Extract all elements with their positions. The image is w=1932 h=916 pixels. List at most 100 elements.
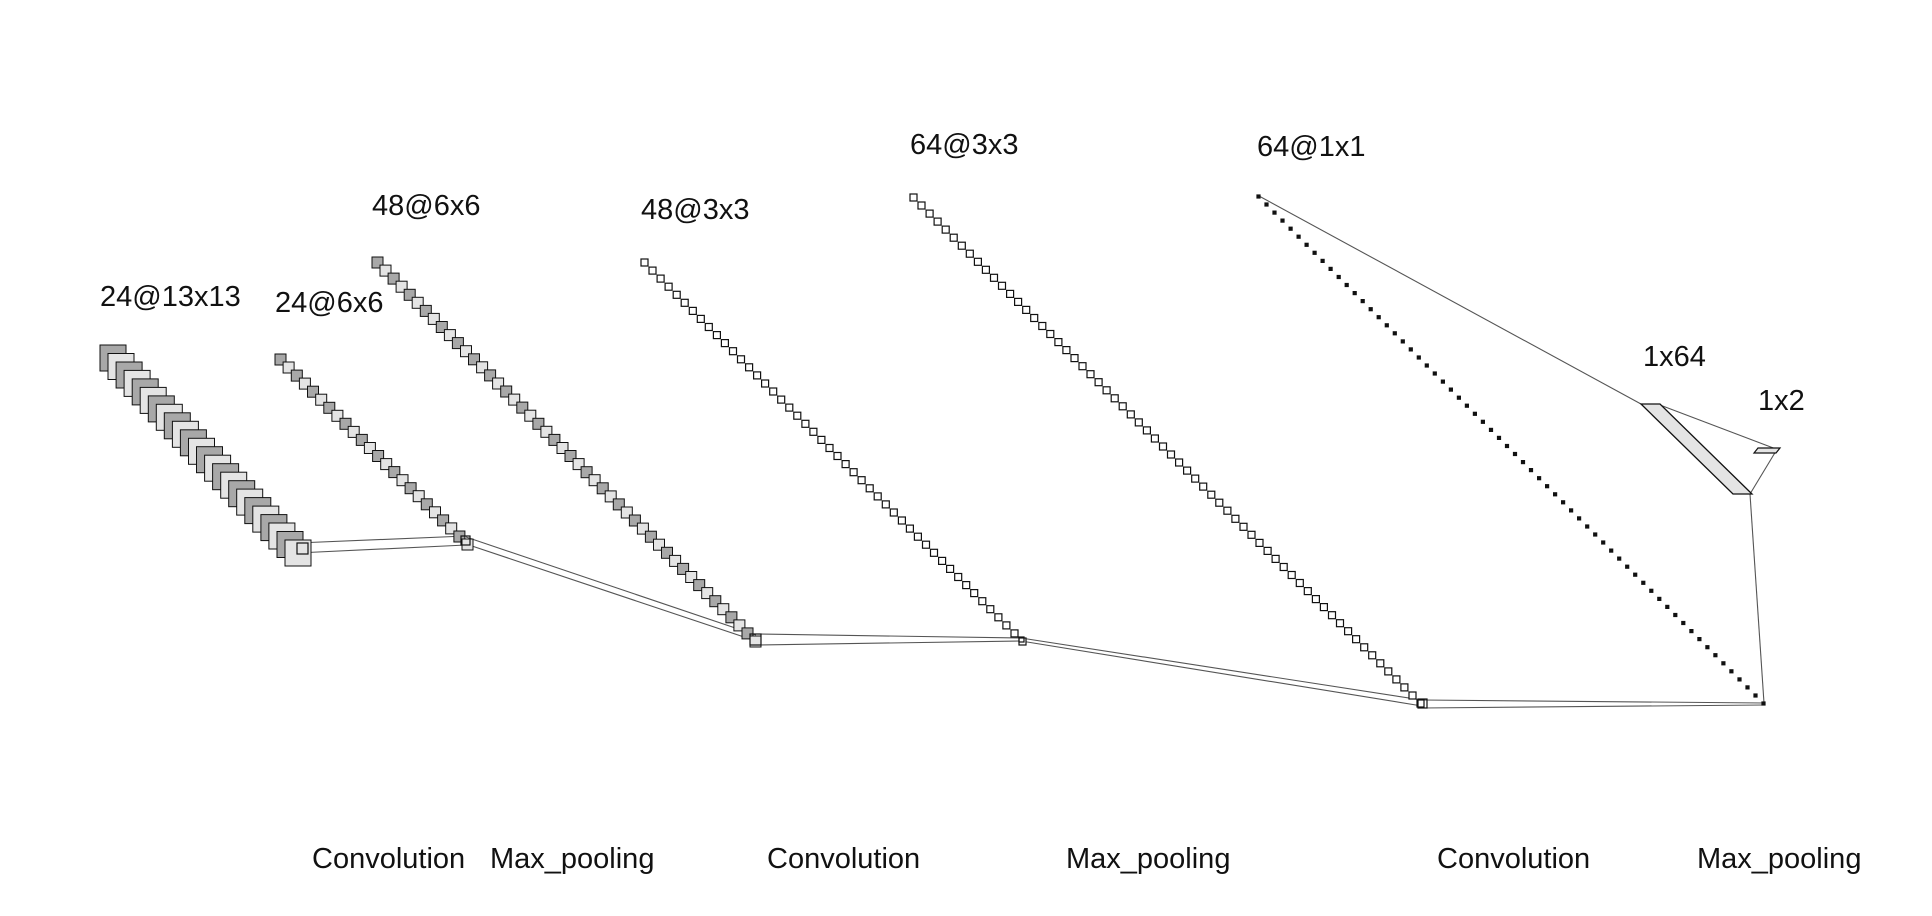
kernel-window — [296, 542, 309, 555]
connection-line — [755, 640, 1022, 646]
feature-map — [905, 524, 915, 533]
feature-map — [1312, 250, 1317, 255]
operation-label-max-pooling-3: Max_pooling — [1697, 843, 1862, 875]
feature-map — [331, 409, 344, 422]
feature-map — [1400, 683, 1409, 692]
feature-map — [1352, 291, 1357, 296]
layer-label-64x1x1: 64@1x1 — [1257, 131, 1366, 163]
feature-map — [404, 482, 417, 495]
feature-map — [728, 347, 738, 356]
feature-map-stack-2 — [274, 353, 474, 551]
feature-map — [420, 498, 433, 511]
feature-map — [468, 353, 480, 366]
feature-map — [672, 290, 681, 299]
feature-map — [994, 613, 1003, 622]
feature-map — [1713, 653, 1718, 658]
feature-map — [323, 401, 336, 414]
feature-map — [733, 619, 746, 632]
feature-map — [1368, 307, 1373, 312]
feature-map — [704, 322, 713, 332]
feature-map — [1416, 355, 1421, 360]
kernel-window — [460, 535, 471, 546]
feature-map — [1102, 386, 1111, 395]
feature-map — [1488, 427, 1494, 432]
feature-map — [1263, 546, 1272, 556]
feature-map — [500, 385, 513, 398]
feature-map — [1304, 242, 1309, 247]
feature-map — [913, 532, 923, 541]
feature-map — [664, 282, 673, 291]
feature-map — [1022, 305, 1031, 314]
feature-map — [997, 281, 1007, 290]
connection-line — [296, 544, 467, 554]
feature-map — [1303, 586, 1312, 596]
feature-map — [429, 506, 441, 519]
feature-map — [849, 468, 858, 477]
feature-map — [1046, 329, 1055, 339]
feature-map — [1440, 379, 1446, 384]
feature-map — [1110, 394, 1119, 403]
kernel-window — [749, 633, 762, 646]
feature-map — [945, 564, 955, 574]
feature-map-stacks — [99, 193, 1766, 709]
feature-map — [380, 458, 393, 471]
feature-map — [1343, 627, 1353, 636]
feature-map — [403, 288, 416, 301]
feature-map — [411, 296, 424, 309]
feature-map — [1552, 492, 1558, 497]
feature-map — [889, 508, 898, 517]
connection-line — [755, 633, 1022, 639]
feature-map — [1625, 564, 1630, 569]
feature-map — [1062, 346, 1071, 355]
feature-map — [1264, 202, 1269, 207]
feature-map — [1360, 643, 1369, 652]
feature-map — [612, 498, 625, 511]
feature-map — [1038, 321, 1047, 331]
feature-map — [1239, 522, 1248, 531]
feature-map — [460, 345, 472, 358]
feature-map — [777, 395, 786, 404]
feature-map — [712, 331, 722, 340]
feature-map — [290, 369, 303, 382]
feature-map — [1585, 524, 1590, 529]
layer-label-1x64: 1x64 — [1643, 341, 1706, 373]
layer-label-48x3x3: 48@3x3 — [641, 194, 750, 226]
feature-map — [492, 377, 505, 390]
feature-map — [1295, 578, 1304, 588]
feature-map — [981, 265, 991, 274]
feature-map — [1280, 218, 1285, 223]
connection-line — [465, 536, 757, 636]
feature-map — [532, 417, 545, 430]
feature-map — [1456, 395, 1462, 400]
feature-map — [669, 554, 682, 567]
feature-map — [941, 225, 950, 234]
layer-label-24x6x6: 24@6x6 — [275, 287, 384, 319]
feature-map — [476, 361, 489, 374]
feature-map — [1593, 532, 1598, 537]
feature-map — [1472, 411, 1478, 416]
feature-map — [1118, 402, 1127, 411]
connection-line — [1749, 493, 1765, 704]
feature-map-stack-6 — [1256, 194, 1766, 706]
feature-map — [1609, 548, 1614, 553]
feature-map-stack-3 — [371, 256, 762, 648]
feature-map — [1086, 370, 1095, 379]
feature-map — [865, 484, 874, 493]
feature-map — [921, 540, 931, 549]
feature-map — [1078, 362, 1087, 371]
feature-map — [1255, 538, 1264, 548]
feature-map — [1544, 484, 1550, 489]
feature-map — [1721, 661, 1726, 666]
feature-map — [1191, 474, 1200, 483]
feature-map — [1174, 458, 1184, 467]
feature-map — [1166, 450, 1176, 459]
feature-map — [1568, 508, 1574, 513]
feature-map — [793, 411, 802, 420]
feature-map — [1231, 514, 1240, 523]
operation-label-convolution-2: Convolution — [767, 843, 921, 875]
feature-map — [1142, 426, 1152, 435]
feature-map — [524, 409, 537, 422]
feature-map — [284, 539, 312, 567]
feature-map — [636, 522, 649, 535]
feature-map — [1480, 419, 1486, 424]
